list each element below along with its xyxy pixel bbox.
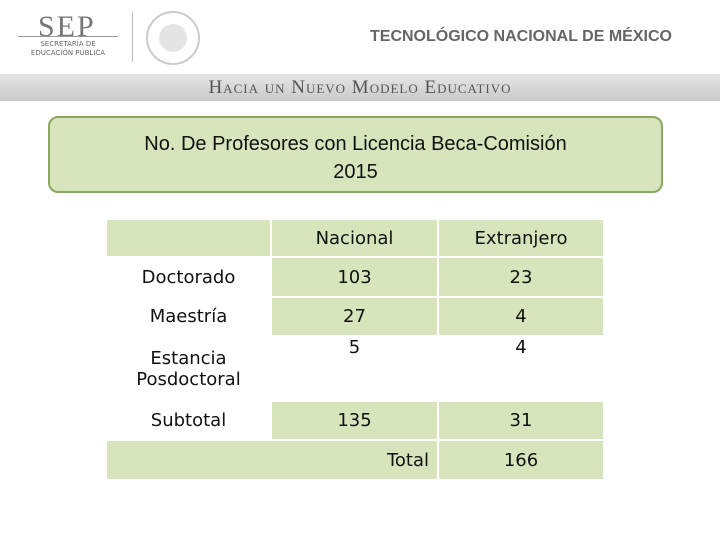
table-row: Doctorado 103 23 xyxy=(105,256,605,298)
divider xyxy=(18,36,118,37)
row-label: Maestría xyxy=(105,296,272,337)
slogan: Hacia un Nuevo Modelo Educativo xyxy=(208,77,512,98)
slogan-band xyxy=(0,74,720,101)
cell-value: 135 xyxy=(270,400,439,441)
institution: TECNOLÓGICO NACIONAL DE MÉXICO xyxy=(370,28,672,45)
sep-subtitle-line: SECRETARÍA DE xyxy=(40,40,96,48)
title-line: No. De Profesores con Licencia Beca-Comi… xyxy=(144,133,567,155)
data-table: Nacional Extranjero Doctorado 103 23 Maestr… xyxy=(105,218,605,481)
row-label: Estancia Posdoctoral xyxy=(105,335,272,402)
cell-value: 4 xyxy=(437,296,605,337)
total-value: 166 xyxy=(437,439,605,481)
table-row: Subtotal 135 31 xyxy=(105,400,605,441)
table-row: Maestría 27 4 xyxy=(105,296,605,337)
cell-value: 4 xyxy=(437,335,605,402)
column-header: Extranjero xyxy=(437,218,605,258)
cell-value: 31 xyxy=(437,400,605,441)
row-label: Doctorado xyxy=(105,256,272,298)
sep-subtitle-line: EDUCACIÓN PÚBLICA xyxy=(30,49,106,57)
header: SEP SECRETARÍA DE EDUCACIÓN PÚBLICA TECNO… xyxy=(0,0,720,74)
cell-value: 27 xyxy=(270,296,439,337)
cell-value: 103 xyxy=(270,256,439,298)
sep-subtitle: SECRETARÍA DE EDUCACIÓN PÚBLICA xyxy=(20,40,116,58)
cell-value: 5 xyxy=(270,335,439,402)
row-label: Subtotal xyxy=(105,400,272,441)
table-row: Estancia Posdoctoral 5 4 xyxy=(105,335,605,402)
cell-value: 23 xyxy=(437,256,605,298)
column-header: Nacional xyxy=(270,218,439,258)
sep-logo: SEP xyxy=(38,10,96,43)
title-box: No. De Profesores con Licencia Beca-Comi… xyxy=(48,116,663,193)
divider xyxy=(132,12,133,62)
total-label: Total xyxy=(105,439,439,481)
emblem xyxy=(146,11,200,65)
corner-cell xyxy=(105,218,272,258)
title-line: 2015 xyxy=(333,161,378,183)
